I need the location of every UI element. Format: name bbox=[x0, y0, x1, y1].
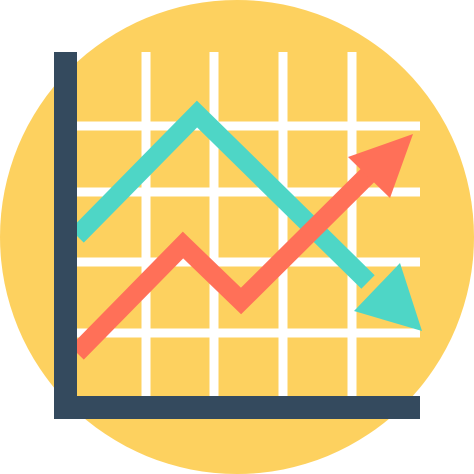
rising-trend-line bbox=[70, 163, 380, 360]
falling-trend-arrowhead bbox=[354, 263, 422, 331]
x-axis bbox=[54, 396, 420, 419]
y-axis bbox=[54, 52, 77, 418]
rising-trend-arrowhead bbox=[348, 134, 413, 198]
grid bbox=[77, 52, 420, 396]
